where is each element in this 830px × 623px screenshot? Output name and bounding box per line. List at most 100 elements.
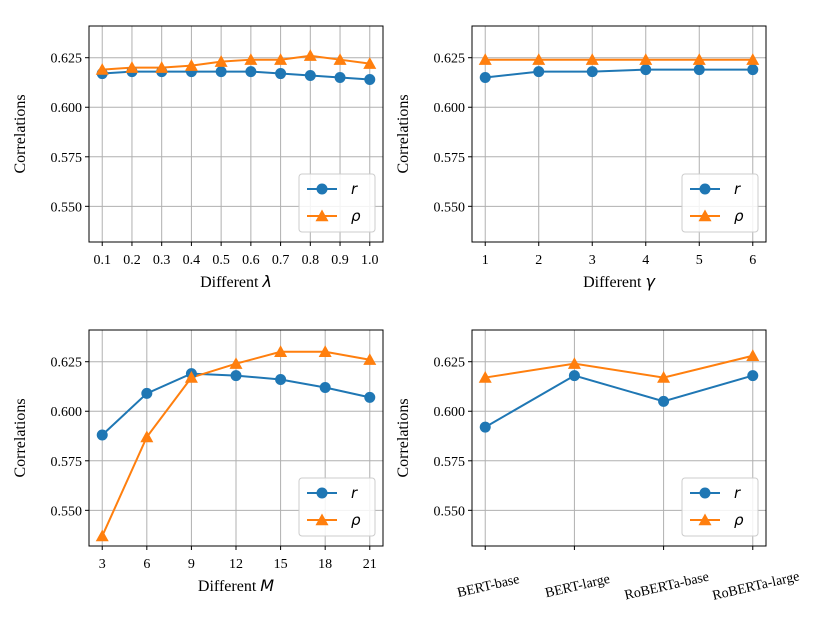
- data-point-r: [747, 64, 759, 76]
- y-tick-label: 0.625: [434, 52, 466, 67]
- data-point-rho: [363, 353, 377, 365]
- y-axis-label: Correlations: [12, 94, 29, 173]
- y-tick-label: 0.600: [51, 405, 83, 420]
- data-point-r: [141, 387, 153, 399]
- y-tick-label: 0.575: [51, 151, 83, 166]
- x-tick-label: 9: [188, 557, 195, 572]
- x-tick-label: 0.1: [93, 253, 111, 268]
- x-tick-label: 6: [143, 557, 150, 572]
- data-point-rho: [657, 371, 671, 383]
- x-axis-label: Different M: [198, 576, 274, 595]
- x-axis-label: Different λ: [200, 272, 272, 291]
- chart-panel-3: 0.550 0.575 0.600 0.625 3 6 9 12 15 18 21 Correlati…: [12, 329, 384, 595]
- x-tick-label: BERT-base: [456, 572, 521, 601]
- data-point-r: [230, 370, 242, 382]
- chart-panel-1: 0.550 0.575 0.600 0.625 0.1 0.2 0.3 0.4 0.5 0.6 0.…: [12, 25, 384, 291]
- data-point-rho: [318, 345, 332, 357]
- data-point-rho: [639, 53, 653, 65]
- data-point-r: [334, 72, 346, 84]
- x-tick-label: 3: [99, 557, 106, 572]
- y-tick-label: 0.550: [51, 504, 83, 519]
- legend-label-r: r: [351, 484, 358, 502]
- data-point-rho: [746, 349, 760, 361]
- x-axis-label-text: Different: [198, 578, 260, 595]
- x-tick-label: 0.7: [272, 253, 290, 268]
- x-tick-label: 6: [749, 253, 756, 268]
- y-axis-label: Correlations: [395, 94, 412, 173]
- data-point-r: [275, 374, 287, 386]
- legend-marker-rho: [315, 513, 329, 526]
- x-axis-label-symbol: γ: [645, 272, 656, 291]
- data-point-rho: [214, 55, 228, 67]
- x-tick-label: 0.5: [212, 253, 230, 268]
- legend-marker-r: [316, 487, 328, 499]
- data-point-r: [215, 66, 227, 78]
- data-point-r: [304, 70, 316, 82]
- data-point-rho: [184, 59, 198, 71]
- legend: rρ: [681, 477, 759, 537]
- data-point-r: [245, 66, 257, 78]
- data-point-rho: [692, 53, 706, 65]
- x-tick-label: 0.6: [242, 253, 260, 268]
- data-point-rho: [478, 371, 492, 383]
- legend-label-r: r: [734, 484, 741, 502]
- y-tick-label: 0.575: [51, 455, 83, 470]
- axes-frame: [471, 25, 767, 243]
- data-point-r: [586, 66, 598, 78]
- y-tick-label: 0.550: [51, 200, 83, 215]
- x-axis-label-symbol: λ: [261, 272, 271, 291]
- x-tick-label: 0.2: [123, 253, 141, 268]
- x-tick-label: 0.3: [153, 253, 171, 268]
- x-axis-label: Different γ: [583, 272, 656, 291]
- legend: rρ: [298, 173, 376, 233]
- data-point-r: [96, 429, 108, 441]
- axes-frame: [88, 25, 384, 243]
- x-axis-label-text: Different: [200, 274, 262, 291]
- y-tick-label: 0.625: [51, 356, 83, 371]
- legend-label-rho: ρ: [734, 207, 744, 225]
- x-tick-label: 12: [229, 557, 243, 572]
- data-point-rho: [363, 57, 377, 69]
- y-tick-label: 0.600: [434, 405, 466, 420]
- series-line-rho: [485, 354, 754, 379]
- y-tick-label: 0.600: [434, 101, 466, 116]
- data-point-rho: [155, 61, 169, 73]
- data-point-r: [747, 370, 759, 382]
- data-point-rho: [746, 53, 760, 65]
- data-point-r: [364, 391, 376, 403]
- x-tick-label: 18: [318, 557, 332, 572]
- data-point-rho: [532, 53, 546, 65]
- legend-label-r: r: [734, 180, 741, 198]
- data-point-r: [693, 64, 705, 76]
- x-tick-label: 0.4: [183, 253, 201, 268]
- data-point-r: [479, 421, 491, 433]
- legend-marker-rho: [698, 209, 712, 222]
- legend-marker-r: [699, 183, 711, 195]
- x-tick-label: 21: [363, 557, 377, 572]
- y-tick-label: 0.575: [434, 151, 466, 166]
- legend-marker-r: [316, 183, 328, 195]
- data-point-r: [640, 64, 652, 76]
- data-point-rho: [585, 53, 599, 65]
- data-point-r: [479, 72, 491, 84]
- data-point-rho: [125, 61, 139, 73]
- x-tick-label: 3: [589, 253, 596, 268]
- legend-label-r: r: [351, 180, 358, 198]
- series-line-r: [485, 68, 753, 79]
- series-line-r: [102, 70, 370, 81]
- chart-panel-4: 0.550 0.575 0.600 0.625 BERT-base BERT-large R…: [395, 329, 801, 604]
- legend-marker-rho: [698, 513, 712, 526]
- legend-box: [681, 173, 759, 233]
- y-tick-label: 0.600: [51, 101, 83, 116]
- y-tick-label: 0.625: [434, 356, 466, 371]
- data-point-rho: [274, 345, 288, 357]
- legend-marker-rho: [315, 209, 329, 222]
- legend-box: [298, 173, 376, 233]
- legend-box: [298, 477, 376, 537]
- data-point-r: [533, 66, 545, 78]
- axes-frame: [471, 329, 767, 547]
- legend-label-rho: ρ: [734, 511, 744, 529]
- x-tick-label: BERT-large: [544, 572, 612, 601]
- data-point-rho: [303, 49, 317, 61]
- data-point-rho: [95, 63, 109, 75]
